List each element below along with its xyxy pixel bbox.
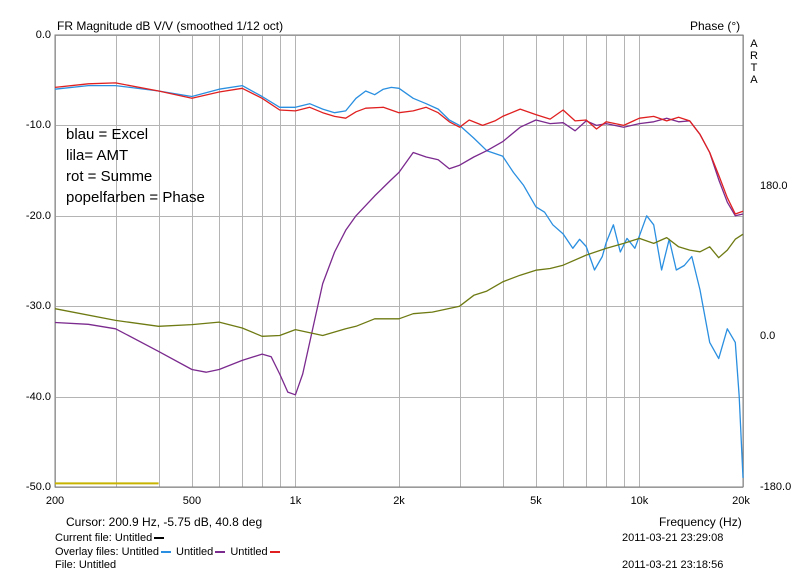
series-line-4 — [54, 233, 744, 337]
annotation-line-excel: blau = Excel — [66, 126, 149, 143]
arta-letter-3: T — [750, 62, 758, 74]
datetime-file: 2011-03-21 23:18:56 — [622, 560, 724, 571]
arta-side-label: A R T A — [750, 38, 758, 86]
plot-frame — [54, 34, 744, 488]
current-file-swatch — [154, 537, 165, 540]
series-line-1 — [54, 84, 744, 479]
x-tick-label: 500 — [182, 495, 202, 507]
chart-grid — [55, 35, 744, 488]
chart-title: FR Magnitude dB V/V (smoothed 1/12 oct) — [57, 19, 284, 33]
current-file-label: Current file: Untitled — [55, 532, 153, 544]
phase-axis-title: Phase (°) — [690, 19, 741, 33]
datetime-current: 2011-03-21 23:29:08 — [622, 532, 724, 544]
annotation-line-summe: rot = Summe — [66, 168, 153, 185]
phase-tick-label: 180.0 — [760, 179, 788, 192]
y-tick-label: -10.0 — [25, 119, 51, 132]
annotation-line-phase: popelfarben = Phase — [66, 189, 205, 206]
y-tick-label: -40.0 — [25, 390, 51, 403]
overlay-swatch-purple — [215, 551, 226, 554]
overlay-file-1: Untitled — [121, 546, 159, 558]
file-line: File: Untitled — [55, 560, 117, 571]
y-tick-label: -20.0 — [25, 209, 51, 222]
overlay-file-3: Untitled — [230, 546, 268, 558]
arta-letter-1: A — [750, 38, 758, 50]
overlay-file-2: Untitled — [176, 546, 214, 558]
arta-letter-2: R — [750, 50, 758, 62]
y-tick-label: -30.0 — [25, 300, 51, 313]
legend-annotation: blau = Excel lila= AMT rot = Summe popel… — [66, 124, 205, 208]
annotation-line-amt: lila= AMT — [66, 147, 129, 164]
x-tick-label: 5k — [530, 495, 542, 507]
x-axis-title: Frequency (Hz) — [659, 515, 742, 529]
series-line-2 — [54, 117, 744, 396]
y-tick-label: 0.0 — [35, 29, 51, 41]
x-tick-label: 200 — [45, 495, 65, 507]
series-line-3 — [54, 82, 744, 215]
overlay-files-line: Overlay files: Untitled Untitled Untitle… — [55, 545, 282, 559]
overlay-swatch-red — [269, 551, 280, 554]
arta-letter-4: A — [750, 74, 758, 86]
phase-tick-label: 0.0 — [760, 330, 776, 343]
x-tick-label: 2k — [393, 495, 405, 507]
phase-tick-label: -180.0 — [760, 481, 792, 493]
overlay-files-label: Overlay files: — [55, 546, 119, 558]
y-tick-label: -50.0 — [25, 481, 51, 493]
cursor-readout: Cursor: 200.9 Hz, -5.75 dB, 40.8 deg — [66, 515, 263, 529]
x-tick-label: 10k — [630, 495, 649, 507]
x-tick-label: 1k — [289, 495, 302, 507]
x-tick-label: 20k — [732, 495, 750, 507]
current-file-line: Current file: Untitled — [55, 531, 166, 545]
overlay-swatch-blue — [160, 551, 171, 554]
chart-series — [54, 82, 744, 485]
